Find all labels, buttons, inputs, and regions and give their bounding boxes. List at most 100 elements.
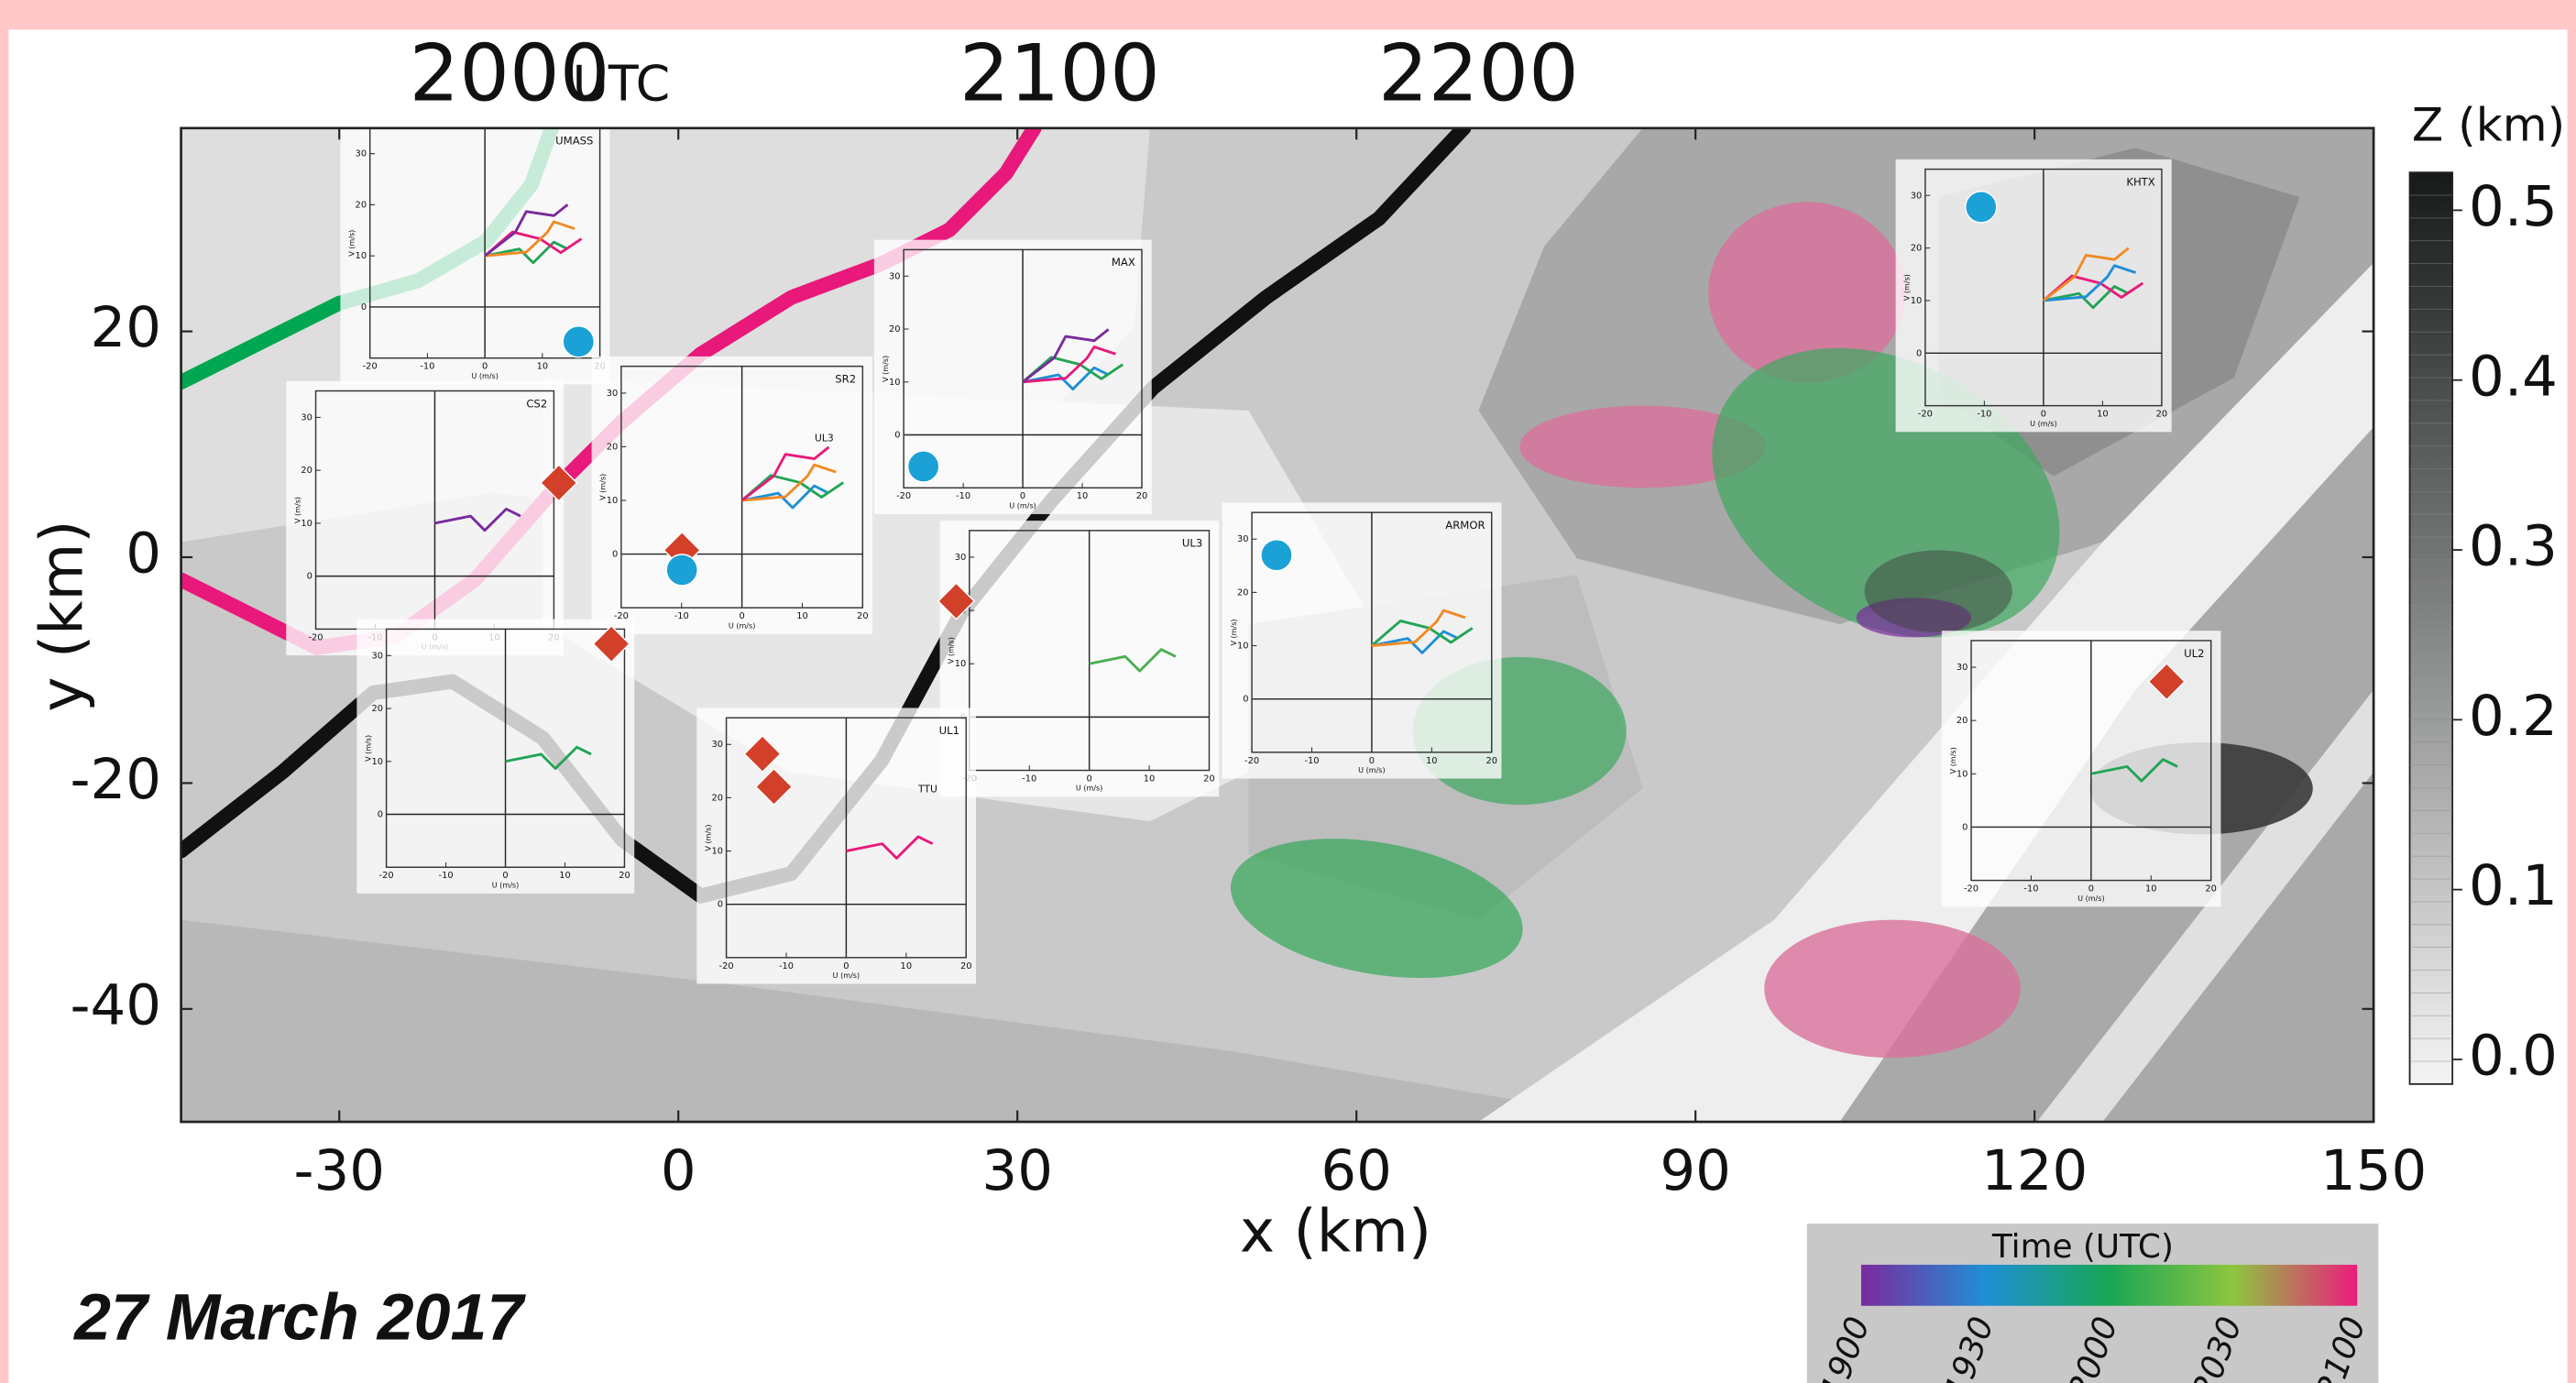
inset-y-tick-label: 10 [1957,769,1968,779]
inset-background [592,357,872,634]
inset-x-label: U (m/s) [2077,895,2104,903]
hodograph-inset: -20-10010200102030U (m/s)V (m/s)SR2UL3 [592,357,872,634]
inset-x-tick-label: -10 [779,961,794,971]
inset-x-tick-label: 10 [1144,774,1156,784]
colorbar-tick-label: 0.4 [2469,344,2558,409]
inset-y-tick-label: 20 [1957,716,1968,726]
inset-y-tick-label: 30 [711,740,723,750]
inset-label: UL2 [2184,647,2204,660]
inset-y-tick-label: 0 [307,572,312,582]
inset-y-label: V (m/s) [882,356,890,382]
inset-x-tick-label: 0 [1369,756,1375,766]
inset-background [696,708,976,983]
hodograph-inset: -20-10010200102030U (m/s)V (m/s)ARMOR [1222,502,1502,778]
y-tick-label: 0 [126,521,161,587]
time-colorbar-title: Time (UTC) [1991,1228,2174,1266]
hodograph-inset: -20-10010200102030U (m/s)V (m/s)UL2 [1942,631,2221,906]
inset-x-tick-label: 0 [1020,491,1025,501]
inset-x-tick-label: 0 [482,362,488,372]
page: -20 -10 0 10 20 0 10 20 30 U (m/s) V (m/s) UMASS -20… [0,0,2576,1383]
inset-label: MAX [1112,256,1135,269]
inset-x-tick-label: 10 [1426,756,1438,766]
inset-label: ARMOR [1445,519,1485,532]
inset-y-tick-label: 30 [889,271,901,281]
inset-x-label: U (m/s) [1009,501,1036,510]
inset-x-tick-label: -10 [1977,410,1991,420]
x-tick-label: 0 [661,1138,696,1203]
x-tick-label: 90 [1660,1138,1731,1203]
inset-x-tick-label: 10 [2097,410,2109,420]
inset-y-tick-label: 30 [1911,191,1923,201]
inset-y-tick-label: 30 [1957,663,1968,673]
inset-x-tick-label: 20 [2156,410,2168,420]
time-colorbar: Time (UTC) 19001930200020302100 [1807,1224,2379,1383]
inset-x-tick-label: -10 [420,362,434,372]
inset-y-label: V (m/s) [364,735,372,762]
inset-x-tick-label: -20 [719,961,734,971]
inset-x-tick-label: 10 [901,961,913,971]
inset-note: TTU [917,784,937,796]
inset-y-tick-label: 10 [356,251,367,261]
inset-y-label: V (m/s) [293,497,301,523]
inset-y-tick-label: 20 [371,704,383,714]
inset-background [940,521,1220,796]
terrain: -20 -10 0 10 20 0 10 20 30 U (m/s) V (m/s) UMASS -20… [181,118,2374,1122]
inset-x-tick-label: 10 [537,362,549,372]
inset-y-tick-label: 0 [894,431,900,441]
inset-label: UL1 [939,724,959,737]
colorbar-tick-label: 0.2 [2469,684,2558,749]
inset-background [1222,502,1502,778]
inset-y-tick-label: 0 [361,302,367,313]
y-tick-label: -20 [71,747,162,812]
inset-x-label: U (m/s) [1358,766,1385,774]
inset-y-label: V (m/s) [704,824,712,851]
inset-y-tick-label: 0 [612,550,618,560]
inset-x-tick-label: 10 [1077,491,1089,501]
inset-x-label: U (m/s) [471,372,498,380]
inset-y-tick-label: 0 [1962,822,1968,832]
x-axis-label: x (km) [1240,1197,1431,1266]
inset-y-tick-label: 30 [607,389,619,399]
inset-y-tick-label: 0 [1916,348,1922,358]
inset-y-tick-label: 0 [718,900,723,910]
inset-x-tick-label: 10 [796,611,808,621]
inset-label: SR2 [835,372,856,385]
inset-x-tick-label: 20 [1136,491,1148,501]
inset-x-label: U (m/s) [833,971,860,980]
inset-x-tick-label: 0 [739,611,744,621]
time-colorbar-scale [1861,1265,2357,1306]
inset-y-tick-label: 30 [371,651,383,661]
inset-y-tick-label: 10 [711,847,723,857]
inset-y-label: V (m/s) [1949,747,1957,774]
inset-x-tick-label: 10 [559,871,571,881]
colorbar-title: Z (km) [2412,97,2565,151]
top-band [0,0,2575,29]
track-time-unit: UTC [573,55,671,113]
inset-y-tick-label: 20 [301,466,312,476]
inset-x-label: U (m/s) [729,621,755,630]
inset-x-tick-label: -10 [1304,756,1319,766]
inset-x-tick-label: -20 [1964,884,1979,895]
inset-background [286,381,564,655]
figure: -20 -10 0 10 20 0 10 20 30 U (m/s) V (m/s) UMASS -20… [0,0,2576,1383]
inset-y-tick-label: 10 [301,519,312,529]
inset-x-tick-label: -10 [1022,774,1036,784]
inset-background [1942,631,2221,906]
inset-label: UL3 [1182,537,1202,550]
x-tick-label: -30 [293,1138,385,1203]
inset-x-tick-label: -20 [379,871,394,881]
inset-label: UMASS [555,135,593,148]
inset-x-tick-label: 20 [857,611,869,621]
inset-background [1896,159,2172,432]
track-time-label: 2100 [959,27,1160,119]
inset-y-label: V (m/s) [948,637,956,664]
inset-x-tick-label: 20 [1485,756,1497,766]
date: 27 March 2017 [72,1281,526,1355]
inset-y-tick-label: 10 [1911,296,1923,306]
inset-y-tick-label: 30 [955,553,967,563]
inset-y-tick-label: 20 [1911,244,1923,254]
radar-site [666,554,697,586]
inset-y-tick-label: 10 [607,496,619,506]
